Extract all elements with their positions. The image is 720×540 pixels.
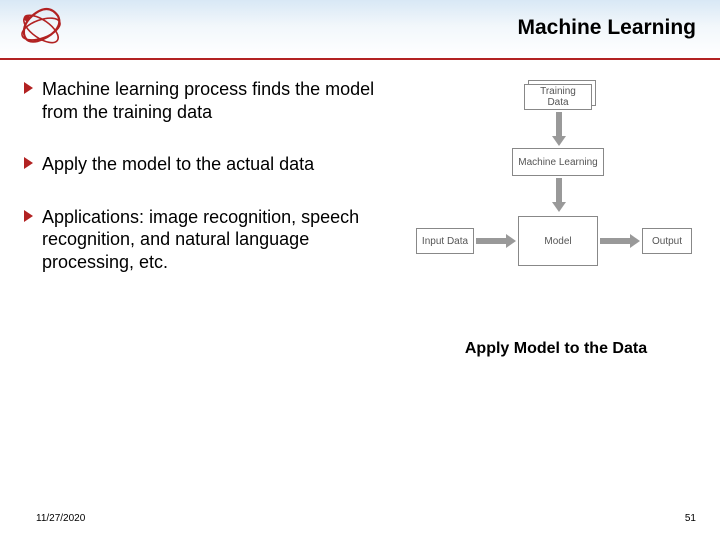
slide-title: Machine Learning	[517, 16, 696, 40]
box-model: Model	[518, 216, 598, 266]
box-label: Training Data	[529, 86, 587, 108]
bullet-item: Apply the model to the actual data	[24, 153, 394, 176]
footer-date: 11/27/2020	[36, 513, 85, 524]
bullet-item: Machine learning process finds the model…	[24, 78, 394, 123]
footer-page: 51	[685, 513, 696, 524]
box-training-data: Training Data	[524, 84, 592, 110]
bullet-arrow-icon	[24, 82, 33, 94]
bullet-text: Applications: image recognition, speech …	[42, 207, 359, 272]
bullet-arrow-icon	[24, 157, 33, 169]
logo-icon	[18, 6, 64, 52]
arrow-down-icon	[552, 178, 566, 212]
bullet-arrow-icon	[24, 210, 33, 222]
content-area: Machine learning process finds the model…	[0, 60, 720, 490]
bullet-text: Machine learning process finds the model…	[42, 79, 374, 122]
bullet-list: Machine learning process finds the model…	[24, 78, 394, 303]
slide-header: Machine Learning	[0, 0, 720, 58]
bullet-item: Applications: image recognition, speech …	[24, 206, 394, 274]
box-label: Input Data	[422, 236, 468, 247]
box-label: Model	[544, 236, 571, 247]
box-output: Output	[642, 228, 692, 254]
arrow-right-icon	[476, 234, 516, 248]
box-input-data: Input Data	[416, 228, 474, 254]
bullet-text: Apply the model to the actual data	[42, 154, 314, 174]
ml-diagram: Training Data Machine Learning Input Dat…	[416, 76, 696, 316]
box-label: Output	[652, 236, 682, 247]
arrow-right-icon	[600, 234, 640, 248]
diagram-caption: Apply Model to the Data	[416, 340, 696, 358]
box-label: Machine Learning	[518, 157, 598, 168]
box-machine-learning: Machine Learning	[512, 148, 604, 176]
arrow-down-icon	[552, 112, 566, 146]
